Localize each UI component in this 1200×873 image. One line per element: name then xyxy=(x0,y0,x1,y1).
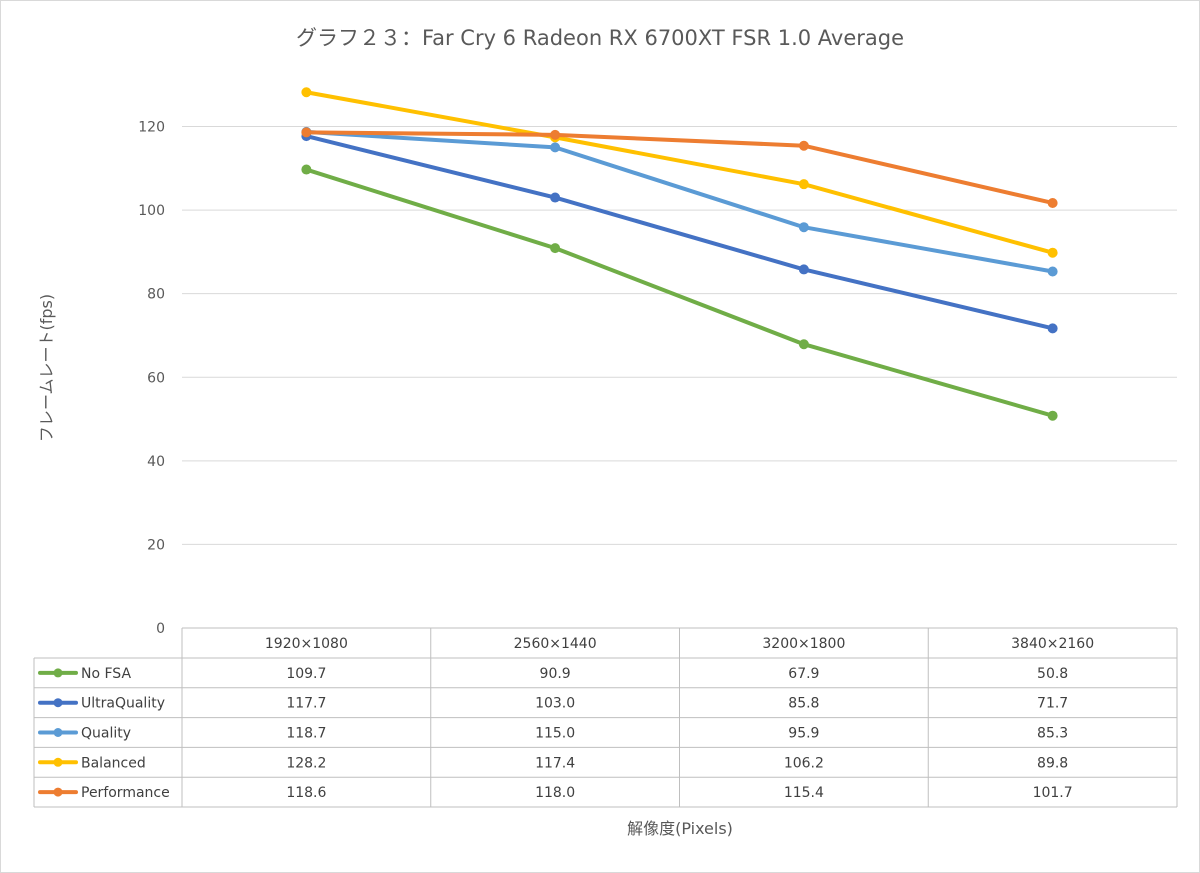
y-tick-label: 40 xyxy=(147,454,165,470)
data-table-cell: 67.9 xyxy=(788,666,819,682)
data-table-cell: 109.7 xyxy=(286,666,326,682)
legend-marker xyxy=(53,757,63,767)
data-table-cell: 85.3 xyxy=(1037,726,1068,742)
x-category-label: 3840×2160 xyxy=(1011,636,1094,652)
data-table-cell: 71.7 xyxy=(1037,696,1068,712)
y-axis-title: フレームレート(fps) xyxy=(37,294,56,442)
data-point xyxy=(1047,197,1058,208)
data-point xyxy=(798,264,809,275)
data-point xyxy=(1047,410,1058,421)
series-no-fsa xyxy=(301,164,1058,421)
legend-marker xyxy=(53,787,63,797)
legend-label: Quality xyxy=(81,726,131,742)
y-axis-ticks: 0 20 40 60 80 100 120 xyxy=(138,120,165,638)
data-table: 1920×1080 2560×1440 3200×1800 3840×2160 No F… xyxy=(33,627,1178,808)
series-line xyxy=(304,167,1055,418)
legend-marker xyxy=(53,698,63,708)
data-point xyxy=(798,179,809,190)
data-point xyxy=(301,164,312,175)
data-point xyxy=(798,222,809,233)
data-table-cell: 118.7 xyxy=(286,726,326,742)
legend-label: Performance xyxy=(81,785,170,801)
data-point xyxy=(550,192,561,203)
data-table-cell: 118.6 xyxy=(286,785,326,801)
x-category-label: 2560×1440 xyxy=(514,636,597,652)
series-performance xyxy=(301,127,1058,208)
data-table-cell: 115.0 xyxy=(535,726,575,742)
data-table-cell: 89.8 xyxy=(1037,755,1068,771)
x-category-label: 1920×1080 xyxy=(265,636,348,652)
y-tick-label: 20 xyxy=(147,537,165,553)
x-category-label: 3200×1800 xyxy=(762,636,845,652)
data-point xyxy=(798,140,809,151)
legend-label: No FSA xyxy=(81,666,131,682)
data-point xyxy=(1047,266,1058,277)
gridlines xyxy=(182,126,1177,545)
data-point xyxy=(550,243,561,254)
data-table-cell: 117.7 xyxy=(286,696,326,712)
series-line xyxy=(304,129,1055,274)
data-table-cell: 95.9 xyxy=(788,726,819,742)
legend-label: UltraQuality xyxy=(81,696,165,712)
y-tick-label: 80 xyxy=(147,287,165,303)
data-table-cell: 106.2 xyxy=(784,755,824,771)
y-tick-label: 100 xyxy=(138,203,165,219)
data-point xyxy=(798,339,809,350)
data-table-cell: 117.4 xyxy=(535,755,575,771)
data-point xyxy=(550,142,561,153)
data-point xyxy=(1047,247,1058,258)
chart-title: グラフ２３：Far Cry 6 Radeon RX 6700XT FSR 1.0… xyxy=(296,26,904,50)
data-table-cell: 118.0 xyxy=(535,785,575,801)
legend-marker xyxy=(53,728,63,737)
series-lines xyxy=(301,87,1058,421)
data-point xyxy=(301,87,312,98)
data-table-cell: 50.8 xyxy=(1037,666,1068,682)
y-tick-label: 60 xyxy=(147,370,165,386)
legend-marker xyxy=(53,668,63,678)
series-line xyxy=(304,90,1055,255)
data-table-cell: 85.8 xyxy=(788,696,819,712)
data-point xyxy=(301,127,312,138)
data-table-cell: 115.4 xyxy=(784,785,824,801)
data-point xyxy=(550,129,561,140)
data-point xyxy=(1047,323,1058,334)
series-line xyxy=(304,134,1055,331)
legend-label: Balanced xyxy=(81,755,146,771)
data-table-cell: 90.9 xyxy=(540,666,571,682)
series-line xyxy=(304,130,1055,205)
x-axis-title: 解像度(Pixels) xyxy=(627,819,733,838)
data-table-cell: 103.0 xyxy=(535,696,575,712)
y-tick-label: 0 xyxy=(156,621,165,637)
data-table-cell: 101.7 xyxy=(1033,785,1073,801)
y-tick-label: 120 xyxy=(138,120,165,136)
data-table-cell: 128.2 xyxy=(286,755,326,771)
